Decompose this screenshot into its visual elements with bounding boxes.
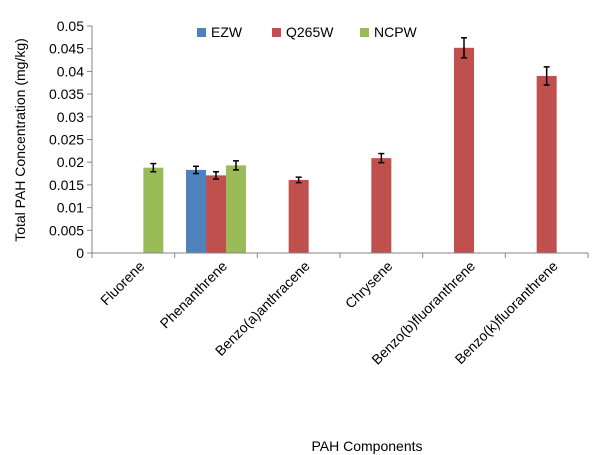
legend-label: Q265W xyxy=(286,24,334,40)
bar-q265w xyxy=(536,75,557,253)
y-tick-label: 0.045 xyxy=(49,41,84,57)
y-tick-label: 0.04 xyxy=(57,63,84,79)
legend-label: EZW xyxy=(211,24,243,40)
bar-ncpw xyxy=(143,167,164,253)
x-axis-ticks xyxy=(91,253,589,258)
legend-item-ezw: EZW xyxy=(197,24,243,40)
x-axis-title: PAH Components xyxy=(311,438,422,454)
error-bar xyxy=(461,37,467,59)
legend-item-q265w: Q265W xyxy=(272,24,334,40)
y-tick-label: 0.03 xyxy=(57,109,84,125)
legend-swatch xyxy=(197,28,206,37)
error-bar xyxy=(543,66,550,86)
error-bar xyxy=(378,152,385,164)
bar-ncpw xyxy=(226,165,246,253)
legend: EZW Q265W NCPW xyxy=(197,24,418,40)
bar-q265w xyxy=(454,47,474,254)
y-tick-label: 0.05 xyxy=(57,18,84,34)
y-axis-title: Total PAH Concentration (mg/kg) xyxy=(12,38,28,242)
error-bar xyxy=(233,160,239,171)
y-tick-label: 0 xyxy=(76,245,84,261)
y-axis-ticks: 0 0.005 0.01 0.015 0.02 0.025 0.03 0.035 0.04 0.0… xyxy=(49,18,92,261)
y-tick-label: 0.025 xyxy=(49,132,84,148)
x-tick-label: Phenanthrene xyxy=(157,258,231,332)
bar-q265w xyxy=(288,179,309,253)
y-tick-label: 0.035 xyxy=(49,86,84,102)
legend-item-ncpw: NCPW xyxy=(360,24,418,40)
bars xyxy=(143,47,557,254)
y-tick-label: 0.005 xyxy=(49,222,84,238)
y-tick-label: 0.015 xyxy=(49,177,84,193)
y-tick-label: 0.02 xyxy=(57,154,84,170)
legend-label: NCPW xyxy=(374,24,418,40)
x-tick-label: Benzo(a)anthracene xyxy=(212,258,313,359)
error-bar xyxy=(193,165,199,175)
legend-swatch xyxy=(360,28,369,37)
bar-q265w xyxy=(206,175,226,253)
error-bar xyxy=(150,162,157,173)
error-bars xyxy=(150,37,550,184)
bar-q265w xyxy=(371,158,392,253)
error-bar xyxy=(295,176,302,184)
x-tick-label: Chrysene xyxy=(342,258,396,312)
y-tick-label: 0.01 xyxy=(57,200,84,216)
error-bar xyxy=(213,170,219,180)
x-tick-label: Fluorene xyxy=(97,258,148,309)
legend-swatch xyxy=(272,28,281,37)
bar-ezw xyxy=(186,169,206,253)
